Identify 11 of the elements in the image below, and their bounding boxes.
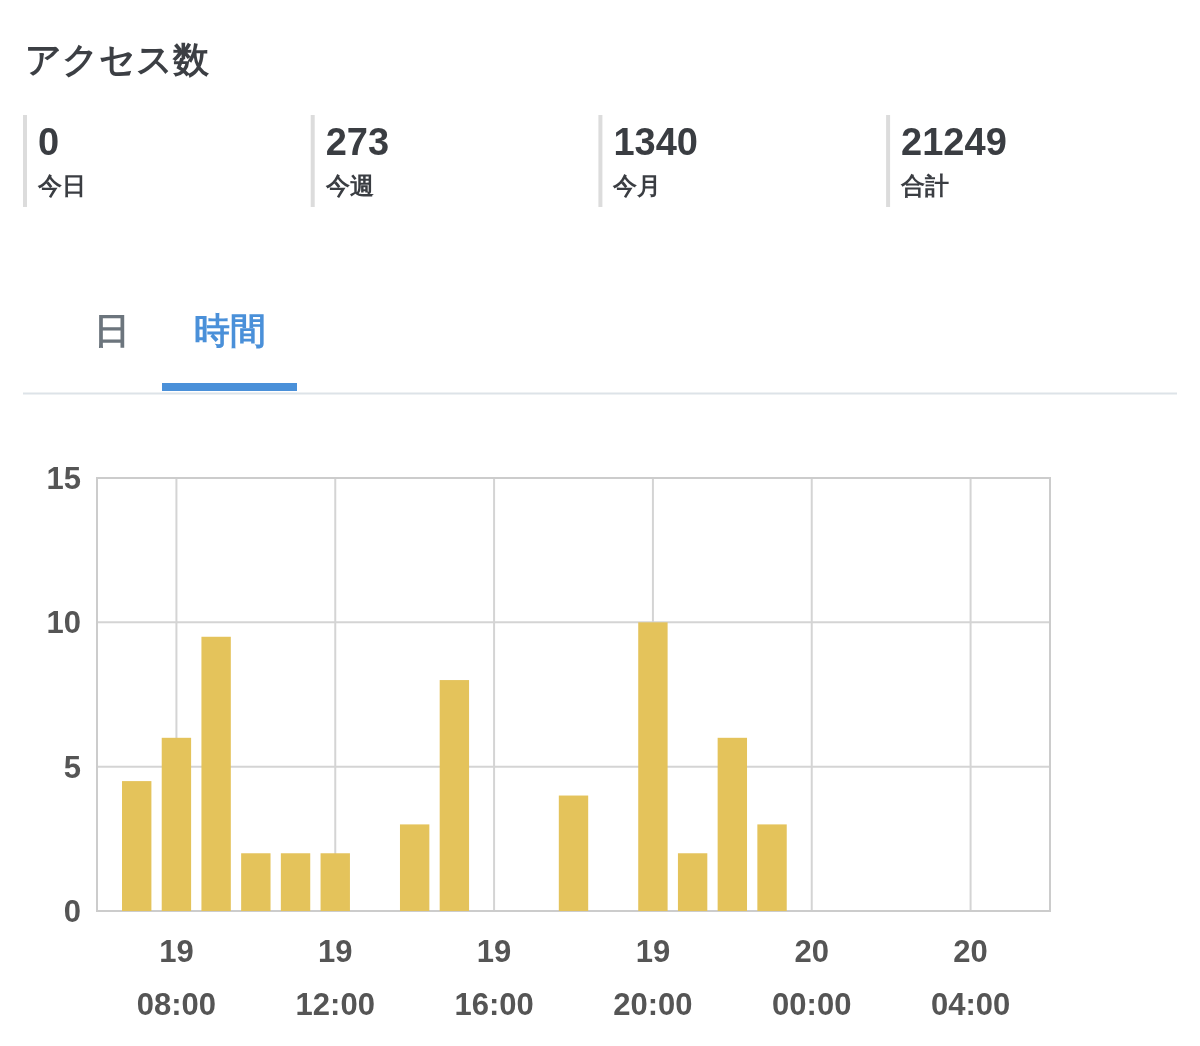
- x-tick-label: 19 12:00: [295, 934, 375, 1022]
- y-tick-label: 10: [46, 605, 81, 641]
- x-tick-label: 20 00:00: [772, 934, 852, 1022]
- x-tick-label: 20 04:00: [930, 934, 1011, 1022]
- title: アクセス数: [25, 39, 209, 80]
- x-tick-label: 19 20:00: [613, 934, 693, 1022]
- x-tick-label: 19 16:00: [454, 934, 534, 1022]
- y-tick-label: 0: [63, 894, 81, 929]
- y-tick-label: 15: [46, 461, 81, 496]
- x-tick-label: 19 08:00: [136, 934, 217, 1022]
- y-tick-label: 5: [63, 749, 81, 785]
